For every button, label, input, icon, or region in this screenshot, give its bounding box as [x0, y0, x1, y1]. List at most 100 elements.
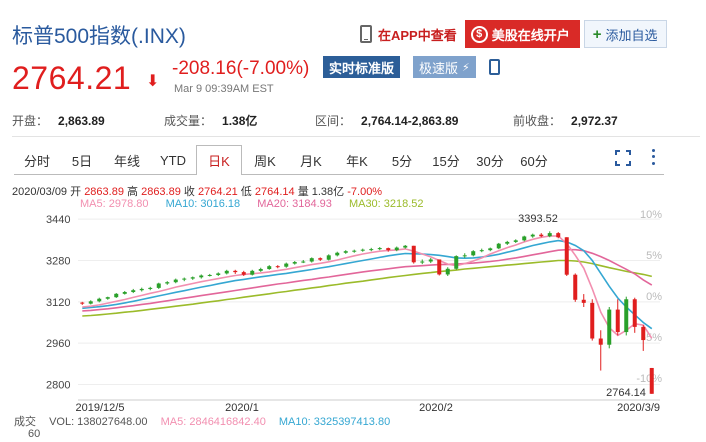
candle-up — [505, 241, 510, 244]
tab-weekly-k[interactable]: 周K — [242, 145, 288, 175]
volume-info-row: 成交 VOL: 138027648.00 MA5: 2846416842.40 … — [14, 413, 400, 429]
candle-up — [462, 255, 467, 257]
candle-up — [114, 293, 119, 298]
low-annotation: 2764.14 — [606, 387, 646, 399]
fast-version-label: 极速版 — [419, 60, 459, 76]
volume-axis-value: 60 — [28, 428, 41, 440]
candle-up — [207, 274, 212, 276]
info-date: 2020/03/09 — [12, 186, 68, 198]
ma5-line — [82, 235, 653, 339]
volume-ma5: MA5: 2846416842.40 — [160, 416, 266, 428]
candle-up — [258, 269, 263, 271]
candle-down — [615, 309, 620, 333]
fast-version-button[interactable]: 极速版 ⚡ — [413, 56, 476, 78]
candle-up — [496, 243, 501, 249]
candle-down — [556, 233, 561, 238]
candle-up — [139, 288, 144, 291]
candle-up — [428, 259, 433, 262]
ma10-line — [82, 239, 653, 330]
right-tick-label: 5% — [646, 250, 662, 262]
tab-5day[interactable]: 5日 — [60, 145, 104, 175]
tab-ytd[interactable]: YTD — [150, 145, 196, 175]
candle-up — [377, 248, 382, 250]
current-price: 2764.21 — [12, 60, 132, 96]
tab-label: 年线 — [113, 153, 140, 169]
candle-up — [309, 258, 314, 262]
tab-label: 30分 — [476, 153, 504, 169]
candle-down — [581, 299, 586, 303]
candle-up — [403, 245, 408, 248]
tab-daily-k[interactable]: 日K — [196, 145, 242, 175]
realtime-version-label: 实时标准版 — [329, 60, 395, 76]
divider — [12, 136, 700, 137]
realtime-version-button[interactable]: 实时标准版 — [323, 56, 401, 78]
info-low: 2764.14 — [254, 186, 295, 198]
ma20-line — [82, 248, 653, 312]
tab-label: YTD — [160, 152, 186, 168]
tab-intraday[interactable]: 分时 — [14, 145, 60, 175]
top-actions: 在APP中查看 $ 美股在线开户 + 添加自选 — [360, 20, 667, 48]
stats-row: 开盘： 2,863.89 成交量： 1.38亿 区间： 2,764.14-2,863.… — [12, 112, 702, 129]
candle-up — [522, 236, 527, 241]
candle-up — [131, 290, 136, 293]
add-watchlist-label: 添加自选 — [605, 27, 658, 43]
quote-timestamp: Mar 9 09:39AM EST — [174, 83, 274, 95]
info-open: 2863.89 — [84, 186, 124, 198]
candle-up — [122, 292, 127, 294]
candle-up — [335, 252, 340, 256]
candle-up — [250, 270, 255, 275]
view-in-app-label: 在APP中查看 — [378, 27, 457, 43]
add-watchlist-button[interactable]: + 添加自选 — [583, 20, 667, 48]
candle-up — [454, 256, 459, 269]
lightning-icon: ⚡ — [462, 61, 470, 74]
info-pct: -7.00% — [347, 186, 383, 198]
tab-yearly[interactable]: 年线 — [104, 145, 150, 175]
tab-5min[interactable]: 5分 — [380, 145, 424, 175]
more-options-icon[interactable] — [649, 147, 657, 167]
candle-down — [241, 272, 246, 275]
candle-up — [105, 297, 110, 299]
candle-up — [479, 250, 484, 252]
y-tick-label: 2960 — [46, 338, 70, 350]
info-open-label: 开 — [70, 186, 82, 198]
info-vol: 1.38亿 — [311, 186, 345, 198]
stat-range: 区间： 2,764.14-2,863.89 — [315, 112, 513, 129]
candle-down — [632, 299, 637, 327]
view-in-app-link[interactable]: 在APP中查看 — [360, 25, 457, 44]
candle-up — [513, 240, 518, 242]
right-tick-label: 0% — [646, 291, 662, 303]
fullscreen-icon[interactable] — [615, 150, 631, 166]
open-account-button[interactable]: $ 美股在线开户 — [464, 20, 580, 48]
candle-up — [530, 234, 535, 237]
phone-icon — [360, 25, 372, 43]
ma10-value: MA10: 3016.18 — [165, 198, 241, 210]
info-close-label: 收 — [183, 186, 195, 198]
y-tick-label: 3440 — [46, 214, 70, 226]
y-tick-label: 2800 — [46, 380, 70, 392]
candle-down — [275, 266, 280, 268]
candle-up — [148, 287, 153, 289]
candle-up — [488, 248, 493, 251]
tab-monthly-k[interactable]: 月K — [288, 145, 334, 175]
tab-30min[interactable]: 30分 — [468, 145, 512, 175]
candle-up — [445, 268, 450, 275]
tab-label: 15分 — [432, 153, 460, 169]
tab-yearly-k[interactable]: 年K — [334, 145, 380, 175]
mobile-icon[interactable] — [489, 59, 500, 75]
ohlc-info-row: 2020/03/09 开 2863.89 高 2863.89 收 2764.21… — [12, 183, 382, 199]
volume-label: 成交 — [14, 416, 36, 428]
candle-down — [318, 258, 323, 260]
candle-up — [97, 298, 102, 302]
tab-15min[interactable]: 15分 — [424, 145, 468, 175]
dollar-icon: $ — [470, 25, 488, 43]
y-tick-label: 3120 — [46, 297, 70, 309]
tab-60min[interactable]: 60分 — [512, 145, 556, 175]
candle-up — [547, 233, 552, 237]
open-account-label: 美股在线开户 — [491, 27, 570, 43]
y-tick-label: 3280 — [46, 256, 70, 268]
stat-label: 前收盘： — [513, 114, 562, 128]
candle-up — [292, 262, 297, 264]
candle-up — [224, 270, 229, 274]
candle-up — [165, 282, 170, 284]
x-tick-label: 2020/2 — [419, 402, 453, 414]
